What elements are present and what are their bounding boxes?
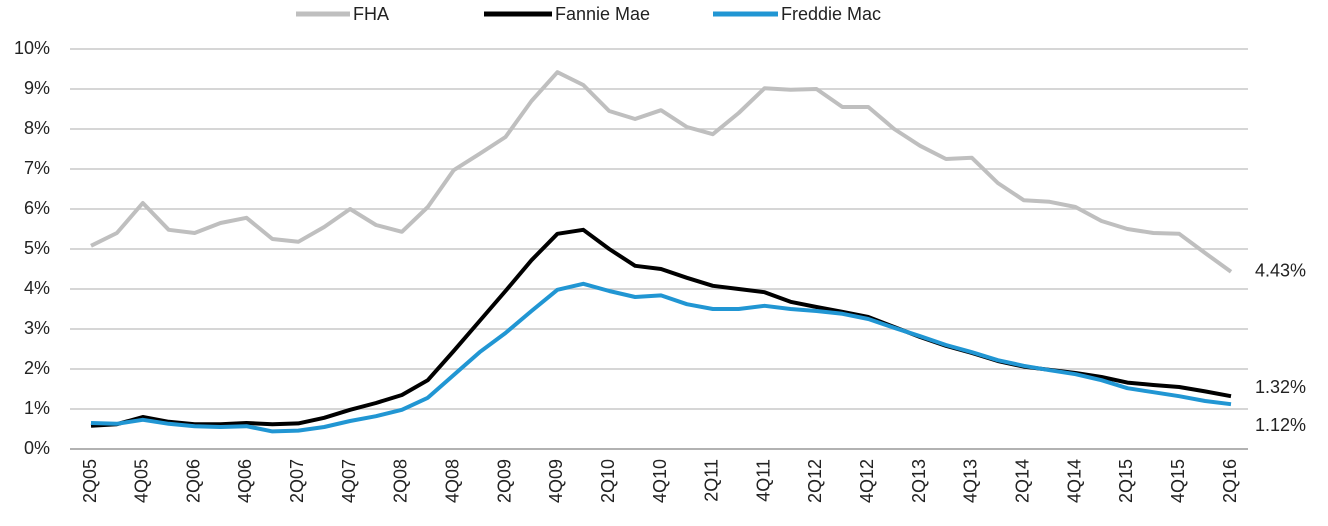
series-line (90, 227, 1232, 428)
x-tick-label: 2Q05 (80, 459, 100, 503)
y-tick-label: 0% (24, 438, 50, 458)
y-tick-label: 8% (24, 118, 50, 138)
legend-label: FHA (353, 4, 389, 24)
x-tick-label: 2Q16 (1220, 459, 1240, 503)
series-line (90, 70, 1233, 274)
y-tick-label: 7% (24, 158, 50, 178)
y-tick-label: 5% (24, 238, 50, 258)
x-tick-label: 2Q06 (183, 459, 203, 503)
x-tick-label: 4Q14 (1064, 459, 1084, 503)
y-tick-label: 3% (24, 318, 50, 338)
x-tick-label: 4Q05 (132, 459, 152, 503)
x-tick-label: 4Q07 (339, 459, 359, 503)
x-tick-label: 2Q11 (702, 459, 722, 502)
series-line (90, 281, 1232, 434)
x-tick-label: 2Q14 (1012, 459, 1032, 503)
x-tick-label: 4Q08 (442, 459, 462, 503)
x-tick-label: 2Q08 (391, 459, 411, 503)
x-tick-label: 4Q09 (546, 459, 566, 503)
y-tick-label: 9% (24, 78, 50, 98)
x-tick-label: 2Q12 (805, 459, 825, 503)
y-tick-label: 2% (24, 358, 50, 378)
y-tick-label: 1% (24, 398, 50, 418)
data-label: 1.12% (1255, 415, 1306, 435)
x-tick-label: 4Q06 (235, 459, 255, 503)
x-tick-label: 2Q10 (598, 459, 618, 503)
legend-label: Fannie Mae (555, 4, 650, 24)
data-label: 1.32% (1255, 377, 1306, 397)
y-tick-label: 6% (24, 198, 50, 218)
legend-label: Freddie Mac (781, 4, 881, 24)
x-tick-label: 4Q13 (961, 459, 981, 503)
x-tick-label: 4Q15 (1168, 459, 1188, 503)
y-tick-label: 10% (14, 38, 50, 58)
x-tick-label: 2Q15 (1116, 459, 1136, 503)
x-tick-label: 2Q07 (287, 459, 307, 503)
x-tick-label: 4Q10 (650, 459, 670, 503)
x-tick-label: 4Q12 (857, 459, 877, 503)
data-label: 4.43% (1255, 261, 1306, 281)
x-tick-label: 2Q13 (909, 459, 929, 503)
x-tick-label: 4Q11 (753, 459, 773, 502)
x-tick-label: 2Q09 (494, 459, 514, 503)
y-tick-label: 4% (24, 278, 50, 298)
